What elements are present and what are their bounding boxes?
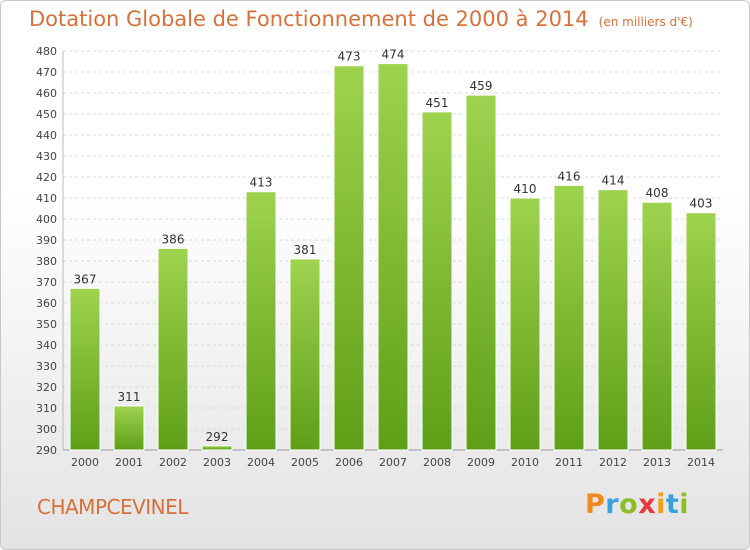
x-tick-label: 2014 (687, 456, 715, 469)
x-tick-label: 2013 (643, 456, 671, 469)
x-tick-label: 2002 (159, 456, 187, 469)
y-tick-label: 480 (36, 45, 57, 58)
bars (69, 63, 717, 451)
bar-2010 (509, 197, 541, 451)
bar-2011 (553, 184, 585, 451)
bar-2013 (641, 201, 673, 451)
y-tick-label: 340 (36, 339, 57, 352)
bar-2004 (245, 191, 277, 451)
bar-2008 (421, 111, 453, 451)
data-label-2006: 473 (338, 50, 361, 64)
x-tick-label: 2009 (467, 456, 495, 469)
chart-subtitle: (en milliers d'€) (598, 15, 693, 29)
data-label-2002: 386 (162, 232, 185, 246)
logo-letter: i (656, 489, 666, 520)
x-tick-label: 2001 (115, 456, 143, 469)
y-tick-label: 450 (36, 108, 57, 121)
data-label-2009: 459 (470, 79, 493, 93)
x-tick-label: 2011 (555, 456, 583, 469)
y-tick-label: 460 (36, 87, 57, 100)
data-label-2004: 413 (250, 176, 273, 190)
x-tick-label: 2010 (511, 456, 539, 469)
bar-2001 (113, 405, 145, 451)
y-axis-ticks: 290 300 310 320 330 340 350 360 370 380 390 400 410 4… (36, 45, 57, 457)
chart-title: Dotation Globale de Fonctionnement de 20… (29, 7, 589, 31)
bar-2002 (157, 247, 189, 451)
y-tick-label: 330 (36, 360, 57, 373)
data-label-2001: 311 (118, 390, 141, 404)
x-tick-label: 2007 (379, 456, 407, 469)
x-tick-label: 2005 (291, 456, 319, 469)
y-tick-label: 430 (36, 150, 57, 163)
x-tick-label: 2004 (247, 456, 275, 469)
data-label-2008: 451 (426, 96, 449, 110)
x-tick-label: 2012 (599, 456, 627, 469)
data-label-2010: 410 (514, 182, 537, 196)
x-axis-ticks: 2000 2001 2002 2003 2004 2005 2006 2007 2008 2009… (71, 456, 715, 469)
bar-2005 (289, 258, 321, 451)
proxiti-logo: Proxiti (585, 489, 689, 520)
data-label-2003: 292 (206, 430, 229, 444)
bar-2014 (685, 212, 717, 451)
logo-letter: r (605, 489, 620, 520)
y-tick-label: 470 (36, 66, 57, 79)
bar-2012 (597, 189, 629, 451)
commune-name: CHAMPCEVINEL (37, 495, 188, 519)
bar-2009 (465, 94, 497, 451)
logo-letter: x (638, 489, 657, 520)
y-tick-label: 380 (36, 255, 57, 268)
x-tick-label: 2006 (335, 456, 363, 469)
x-tick-label: 2003 (203, 456, 231, 469)
data-label-2014: 403 (690, 197, 713, 211)
y-tick-label: 310 (36, 402, 57, 415)
y-tick-label: 390 (36, 234, 57, 247)
y-tick-label: 370 (36, 276, 57, 289)
data-label-2013: 408 (646, 186, 669, 200)
bar-2006 (333, 65, 365, 451)
logo-letter: t (665, 489, 680, 520)
logo-letter: i (679, 489, 690, 520)
logo-letter: o (619, 489, 639, 520)
data-label-2005: 381 (294, 243, 317, 257)
bar-2003 (201, 445, 233, 451)
data-labels: 367 311 386 292 413 381 473 474 451 459 410 416 414 4… (74, 48, 713, 444)
data-label-2000: 367 (74, 272, 97, 286)
y-tick-label: 410 (36, 192, 57, 205)
x-tick-label: 2008 (423, 456, 451, 469)
y-tick-label: 320 (36, 381, 57, 394)
y-tick-label: 300 (36, 423, 57, 436)
logo-letter: P (585, 489, 606, 520)
y-tick-label: 420 (36, 171, 57, 184)
chart-title-block: Dotation Globale de Fonctionnement de 20… (29, 7, 693, 31)
y-tick-label: 290 (36, 444, 57, 457)
y-tick-label: 350 (36, 318, 57, 331)
y-tick-label: 360 (36, 297, 57, 310)
x-tick-label: 2000 (71, 456, 99, 469)
data-label-2011: 416 (558, 169, 581, 183)
data-label-2007: 474 (382, 48, 405, 62)
bar-2000 (69, 287, 101, 451)
data-label-2012: 414 (602, 174, 625, 188)
y-tick-label: 400 (36, 213, 57, 226)
y-tick-label: 440 (36, 129, 57, 142)
bar-2007 (377, 63, 409, 451)
